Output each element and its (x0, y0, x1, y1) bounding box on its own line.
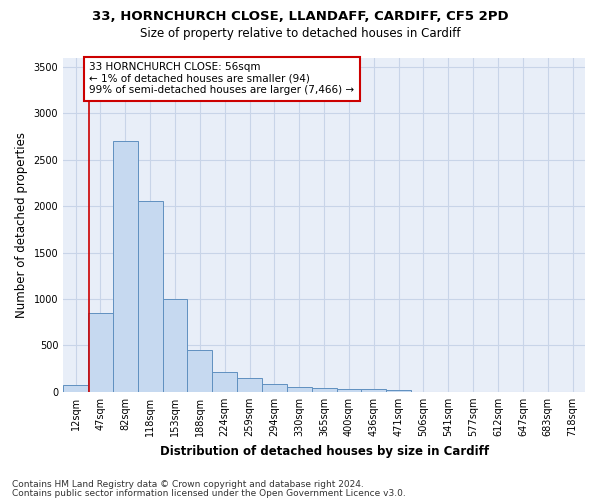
Bar (287, 386, 311, 392)
Bar (337, 389, 361, 392)
Text: Contains public sector information licensed under the Open Government Licence v3: Contains public sector information licen… (12, 488, 406, 498)
Bar (138, 202, 163, 392)
Bar (262, 384, 287, 392)
Bar (187, 350, 212, 392)
Text: 33, HORNCHURCH CLOSE, LLANDAFF, CARDIFF, CF5 2PD: 33, HORNCHURCH CLOSE, LLANDAFF, CARDIFF,… (92, 10, 508, 23)
Bar (311, 388, 337, 392)
Bar (163, 299, 187, 392)
Bar (212, 372, 237, 392)
Bar (361, 389, 386, 392)
Text: 33 HORNCHURCH CLOSE: 56sqm
← 1% of detached houses are smaller (94)
99% of semi-: 33 HORNCHURCH CLOSE: 56sqm ← 1% of detac… (89, 62, 355, 96)
X-axis label: Distribution of detached houses by size in Cardiff: Distribution of detached houses by size … (160, 444, 488, 458)
Y-axis label: Number of detached properties: Number of detached properties (15, 132, 28, 318)
Bar (88, 313, 113, 392)
Text: Contains HM Land Registry data © Crown copyright and database right 2024.: Contains HM Land Registry data © Crown c… (12, 480, 364, 489)
Bar (113, 141, 138, 392)
Bar (237, 378, 262, 392)
Bar (386, 390, 411, 392)
Bar (63, 385, 88, 392)
Text: Size of property relative to detached houses in Cardiff: Size of property relative to detached ho… (140, 28, 460, 40)
